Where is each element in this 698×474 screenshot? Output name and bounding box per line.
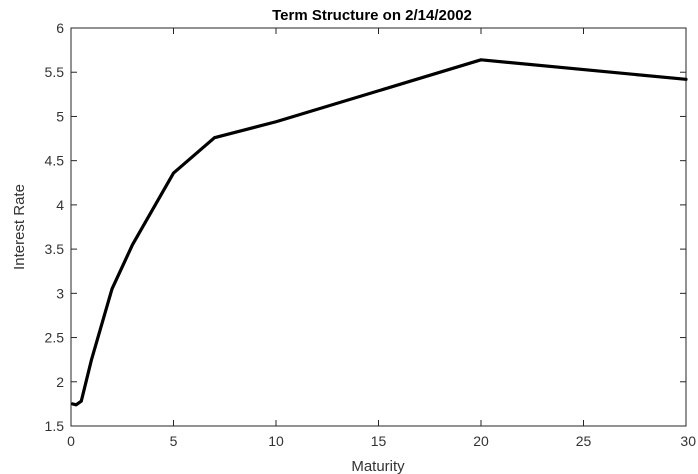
- y-tick-label: 1.5: [45, 418, 65, 434]
- chart-title: Term Structure on 2/14/2002: [272, 7, 472, 24]
- x-tick-label: 15: [371, 433, 387, 449]
- y-tick-label: 3.5: [45, 241, 65, 257]
- y-tick-label: 4: [56, 197, 64, 213]
- x-tick-label: 20: [473, 433, 489, 449]
- x-tick-label: 5: [170, 433, 178, 449]
- series-line-0: [71, 58, 688, 407]
- x-tick-label: 0: [67, 433, 75, 449]
- y-tick-label: 3: [56, 285, 64, 301]
- y-tick-label: 4.5: [45, 153, 65, 169]
- y-tick-label: 2: [56, 374, 64, 390]
- y-axis: 1.5 2 2.5 3 3.5 4 4.5 5 5.5 6: [45, 20, 686, 434]
- x-axis: 0 5 10 15 20 25 30: [67, 28, 696, 449]
- series-layer: [71, 58, 688, 407]
- y-tick-label: 6: [56, 20, 64, 36]
- x-axis-title: Maturity: [351, 458, 405, 474]
- x-tick-label: 25: [576, 433, 592, 449]
- y-tick-label: 2.5: [45, 330, 65, 346]
- plot-area: [70, 27, 687, 427]
- y-tick-label: 5.5: [45, 64, 65, 80]
- y-axis-title: Interest Rate: [11, 184, 28, 270]
- y-tick-label: 5: [56, 108, 64, 124]
- x-tick-label: 10: [268, 433, 284, 449]
- x-tick-label: 30: [680, 433, 696, 449]
